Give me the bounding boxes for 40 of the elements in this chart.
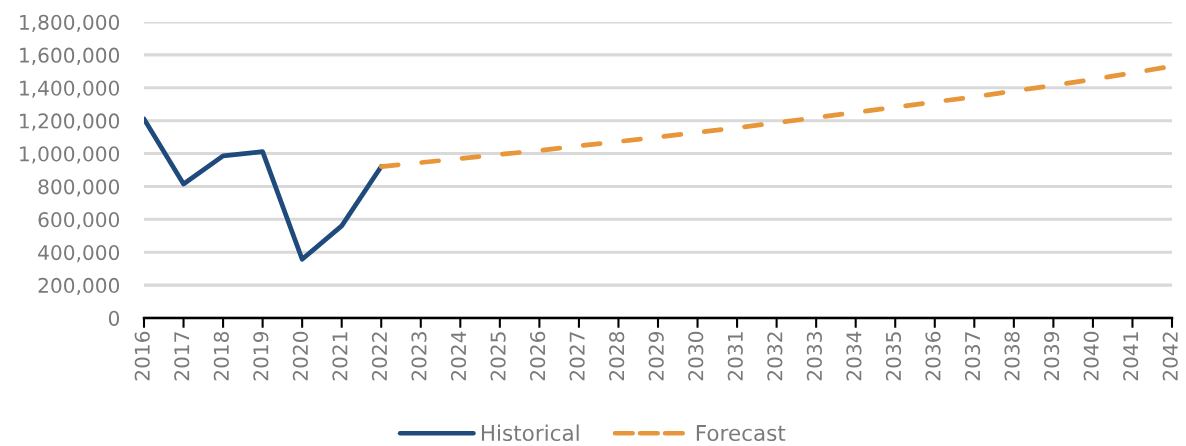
y-tick-label: 0 [108, 310, 120, 326]
y-tick-label: 200,000 [38, 277, 120, 296]
x-tick-label: 2023 [411, 332, 427, 381]
y-tick-label: 400,000 [38, 244, 120, 263]
y-tick-label: 1,600,000 [20, 47, 120, 65]
x-tick-label: 2030 [688, 331, 704, 381]
y-tick-label: 800,000 [38, 179, 120, 197]
x-tick-label: 2034 [846, 331, 862, 381]
y-tick-label: 1,400,000 [20, 80, 120, 98]
x-tick-label: 2018 [213, 331, 229, 381]
x-tick-label: 2025 [490, 332, 506, 381]
y-tick-label: 1,800,000 [20, 14, 120, 32]
x-tick-label: 2026 [529, 331, 546, 381]
x-tick-label: 2038 [1004, 331, 1020, 381]
x-tick-label: 2016 [134, 331, 150, 381]
x-tick-label: 2037 [964, 332, 981, 381]
x-tick-label: 2029 [648, 331, 664, 381]
x-tick-label: 2027 [569, 332, 585, 381]
x-tick-label: 2040 [1083, 331, 1099, 381]
x-tick-label: 2035 [885, 332, 902, 381]
x-tick-label: 2019 [253, 331, 269, 381]
x-tick-label: 2031 [727, 332, 743, 381]
x-tick-label: 2036 [925, 331, 941, 381]
x-tick-label: 2020 [292, 331, 308, 381]
x-tick-label: 2022 [371, 332, 388, 381]
legend-label: Forecast [696, 425, 786, 442]
x-tick-label: 2041 [1123, 332, 1139, 381]
y-tick-label: 600,000 [38, 212, 120, 230]
x-tick-label: 2017 [174, 332, 190, 381]
x-tick-label: 2042 [1162, 332, 1178, 381]
x-tick-label: 2028 [609, 331, 625, 381]
y-tick-label: 1,200,000 [20, 113, 120, 131]
x-tick-label: 2032 [767, 332, 783, 381]
x-tick-label: 2033 [806, 332, 822, 381]
line-series [144, 116, 384, 262]
x-tick-label: 2024 [450, 331, 467, 381]
x-tick-label: 2021 [332, 332, 348, 381]
y-tick-label: 1,000,000 [20, 146, 120, 164]
legend-label: Historical [481, 424, 579, 442]
x-tick-label: 2039 [1043, 331, 1060, 381]
